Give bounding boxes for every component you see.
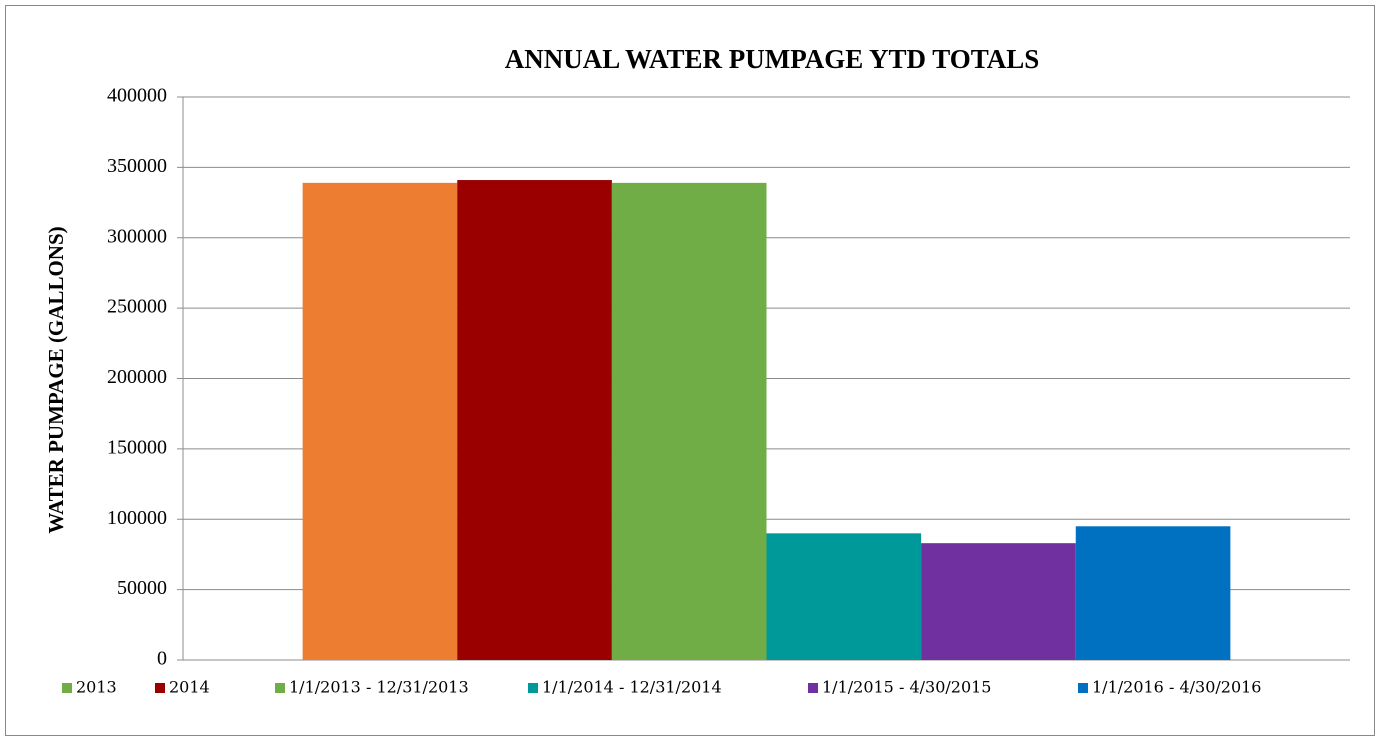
y-tick-label: 0 [157, 648, 167, 670]
legend-label: 1/1/2014 - 12/31/2014 [542, 678, 722, 697]
y-tick-label: 150000 [107, 436, 167, 458]
legend-marker [808, 683, 818, 693]
y-tick-label: 200000 [107, 366, 167, 388]
legend-marker [275, 683, 285, 693]
legend-label: 1/1/2016 - 4/30/2016 [1092, 678, 1261, 697]
chart-title: ANNUAL WATER PUMPAGE YTD TOTALS [505, 44, 1040, 74]
legend-marker [155, 683, 165, 693]
y-tick-label: 250000 [107, 296, 167, 318]
y-tick-label: 350000 [107, 155, 167, 177]
legend-label: 2014 [169, 678, 210, 697]
bar [457, 180, 612, 661]
legend-marker [62, 683, 72, 693]
y-tick-label: 50000 [117, 577, 167, 599]
legend-marker [528, 683, 538, 693]
y-tick-label: 100000 [107, 507, 167, 529]
legend-label: 1/1/2013 - 12/31/2013 [289, 678, 469, 697]
y-axis-label: WATER PUMPAGE (GALLONS) [44, 226, 68, 533]
bar [611, 182, 767, 661]
y-tick-label: 400000 [107, 85, 167, 107]
legend-marker [1078, 683, 1088, 693]
legend-label: 2013 [76, 678, 117, 697]
y-tick-label: 300000 [107, 225, 167, 247]
bar [302, 182, 458, 661]
bar [766, 533, 922, 660]
bar [921, 543, 1076, 660]
legend-label: 1/1/2015 - 4/30/2015 [822, 678, 991, 697]
bar [1075, 526, 1231, 660]
